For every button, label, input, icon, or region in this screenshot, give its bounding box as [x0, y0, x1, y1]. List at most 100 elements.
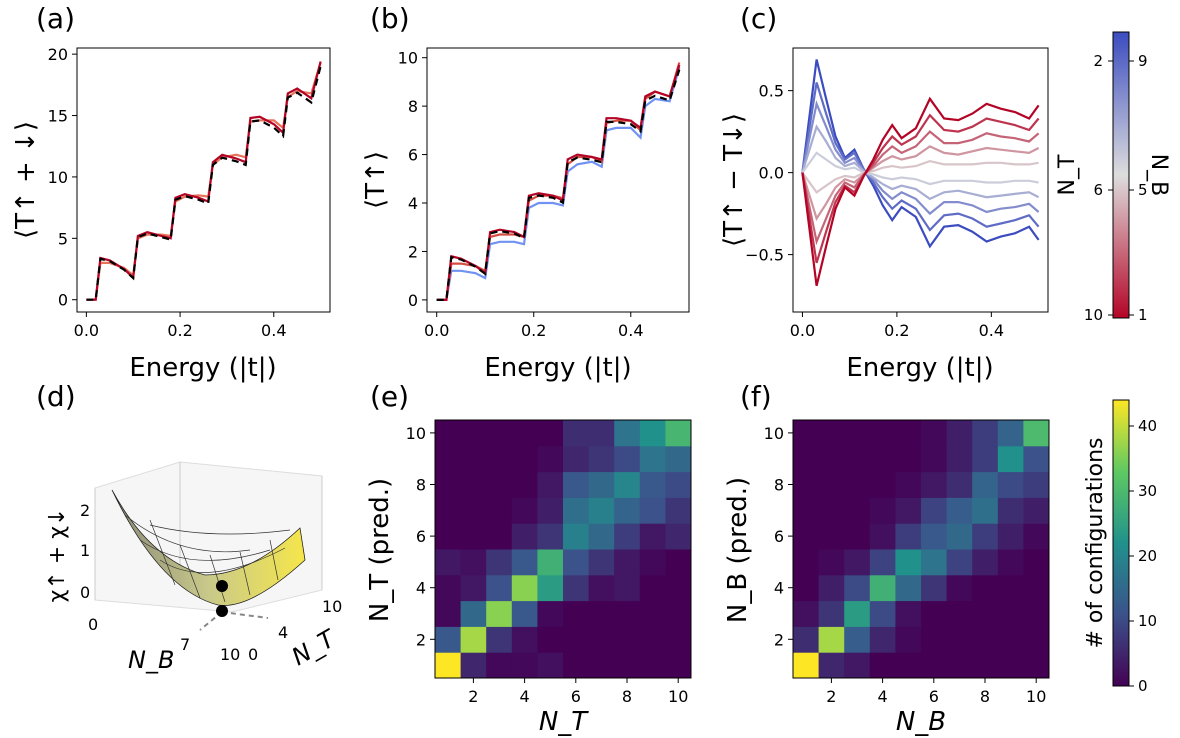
axes-frame-a — [76, 47, 331, 313]
y-tick-label: 20 — [48, 45, 68, 64]
heatmap-cell — [486, 626, 513, 653]
y-axis-label-a: ⟨T↑ + ↓⟩ — [11, 121, 41, 239]
axes-frame-f — [792, 419, 1050, 679]
heatmap-cell — [639, 445, 666, 473]
heatmap-cell — [972, 497, 999, 524]
y-tick-label: 10 — [48, 168, 68, 187]
heatmap-cell — [614, 652, 641, 679]
panel-label-b: (b) — [370, 2, 410, 35]
heatmap-cell — [435, 445, 462, 473]
heatmap-cell — [665, 549, 692, 576]
heatmap-cell — [895, 600, 922, 627]
y-tick-label: 0.0 — [759, 164, 784, 183]
heatmap-cell — [588, 626, 615, 653]
x-tick-label: 0.4 — [261, 321, 286, 340]
heatmap-cell — [793, 549, 820, 576]
heatmap-cell — [895, 626, 922, 653]
heatmap-cell — [537, 523, 564, 550]
heatmap-cell — [793, 626, 820, 653]
heatmap-cell — [588, 497, 615, 524]
heatmap-cell — [511, 420, 538, 447]
colorbar-right-tick-label: 5 — [1138, 181, 1148, 199]
heatmap-cell — [997, 420, 1024, 447]
heatmap-cell — [435, 471, 462, 498]
heatmap-cell — [793, 471, 820, 498]
heatmap-cell — [460, 652, 487, 679]
heatmap-cell — [844, 497, 871, 524]
heatmap-cell — [511, 471, 538, 498]
heatmap-cell — [869, 523, 896, 550]
heatmap-cell — [844, 420, 871, 447]
heatmap-cell — [588, 445, 615, 473]
panel-label-f: (f) — [740, 380, 772, 413]
d-z-axis-label: χ↑ + χ↓ — [45, 508, 70, 603]
heatmap-cell — [614, 497, 641, 524]
series-line — [436, 64, 681, 301]
d-x-tick-1: 7 — [180, 635, 190, 654]
axes-frame-b — [426, 47, 690, 313]
colorbar-right-tick-label: 1 — [1138, 306, 1148, 324]
heatmap-cell — [844, 549, 871, 576]
heatmap-cell — [818, 549, 845, 576]
heatmap-cell — [563, 652, 590, 679]
heatmap-cell — [537, 600, 564, 627]
heatmap-cell — [972, 574, 999, 602]
heatmap-cell — [511, 652, 538, 679]
heatmap-cell — [563, 549, 590, 576]
heatmap-cell — [793, 574, 820, 602]
heatmap-cell — [614, 445, 641, 473]
heatmap-cell — [793, 523, 820, 550]
x-axis-label-b: Energy (|t|) — [484, 353, 631, 383]
series-line — [801, 100, 1040, 216]
heatmap-cell — [869, 574, 896, 602]
heatmap-cell — [997, 574, 1024, 602]
colorbar-right-tick-label: 9 — [1138, 52, 1148, 70]
heatmap-cell — [1023, 600, 1050, 627]
heatmap-cell — [460, 549, 487, 576]
heatmap-cell — [793, 600, 820, 627]
series-line — [801, 82, 1040, 232]
heatmap-cell — [997, 497, 1024, 524]
heatmap-cell — [1023, 471, 1050, 498]
heatmap-cell — [639, 471, 666, 498]
d-z-tick-1: 1 — [80, 541, 90, 560]
x-tick-label: 4 — [878, 687, 888, 706]
y-tick-label: 4 — [416, 579, 426, 598]
d-x-tick-0: 0 — [88, 615, 98, 634]
heatmap-cell — [997, 445, 1024, 473]
heatmap-cell — [460, 445, 487, 473]
heatmap-cell — [818, 652, 845, 679]
x-axis-label-f: N_B — [896, 707, 946, 737]
heatmap-cell — [639, 549, 666, 576]
heatmap-cell — [639, 626, 666, 653]
heatmap-cell — [895, 523, 922, 550]
heatmap-cell — [563, 445, 590, 473]
heatmap-cell — [588, 600, 615, 627]
heatmap-cell — [614, 549, 641, 576]
heatmap-cell — [614, 600, 641, 627]
heatmap-cell — [588, 652, 615, 679]
heatmap-cell — [460, 420, 487, 447]
series-line — [801, 59, 1040, 249]
heatmap-cell — [997, 523, 1024, 550]
heatmap-cell — [921, 574, 948, 602]
heatmap-cell — [435, 652, 462, 679]
heatmap-cell — [563, 600, 590, 627]
heatmap-cell — [537, 626, 564, 653]
heatmap-cell — [972, 523, 999, 550]
x-axis-label-a: Energy (|t|) — [129, 353, 276, 383]
y-tick-label: −0.5 — [745, 246, 784, 265]
heatmap-cell — [511, 497, 538, 524]
colorbar-left-tick-label: 6 — [1093, 181, 1103, 199]
heatmap-cell — [511, 445, 538, 473]
heatmap-cell — [588, 523, 615, 550]
heatmap-cell — [921, 626, 948, 653]
heatmap-cell — [895, 497, 922, 524]
heatmap-cell — [997, 549, 1024, 576]
heatmap-cell — [972, 600, 999, 627]
x-tick-label: 2 — [468, 687, 478, 706]
reference-dashed-line — [86, 66, 322, 301]
d-z-tick-2: 2 — [80, 501, 90, 520]
y-tick-label: 5 — [58, 229, 68, 248]
heatmap-cell — [946, 574, 973, 602]
